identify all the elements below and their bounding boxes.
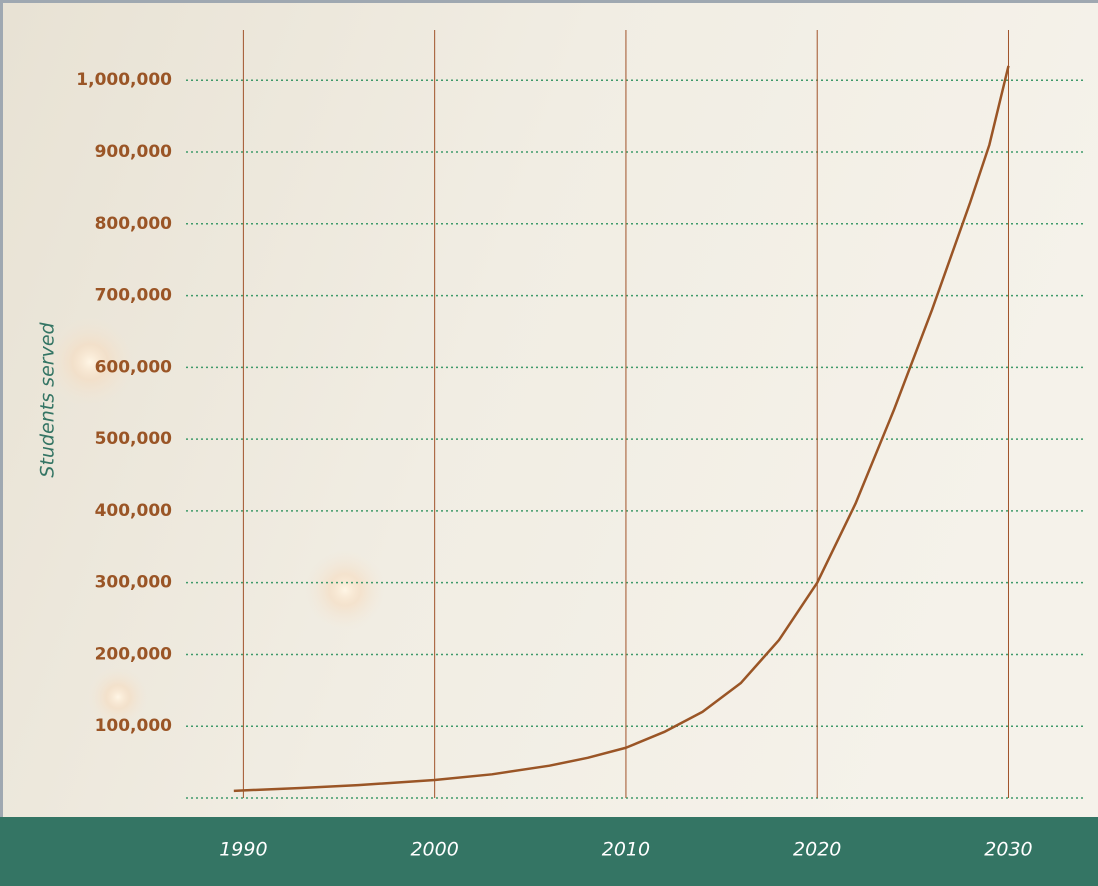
y-tick-label: 100,000 — [95, 716, 173, 736]
x-axis-band — [0, 817, 1098, 886]
x-tick-label: 2020 — [793, 839, 841, 861]
x-tick-label: 2010 — [602, 839, 650, 861]
glow — [88, 667, 148, 727]
y-tick-label: 500,000 — [95, 429, 173, 449]
y-tick-label: 600,000 — [95, 357, 173, 377]
y-tick-label: 900,000 — [95, 142, 173, 162]
x-tick-label: 2000 — [410, 839, 458, 861]
glow — [305, 550, 385, 630]
x-tick-label: 2030 — [984, 839, 1032, 861]
x-tick-label: 1990 — [219, 839, 267, 861]
y-axis-label: Students served — [37, 322, 59, 478]
y-tick-label: 300,000 — [95, 573, 173, 593]
y-tick-label: 200,000 — [95, 644, 173, 664]
y-tick-label: 800,000 — [95, 214, 173, 234]
y-tick-label: 700,000 — [95, 286, 173, 306]
y-tick-label: 400,000 — [95, 501, 173, 521]
glow — [45, 317, 135, 407]
background — [3, 3, 1098, 886]
line — [233, 65, 1010, 793]
y-tick-label: 1,000,000 — [76, 70, 172, 90]
